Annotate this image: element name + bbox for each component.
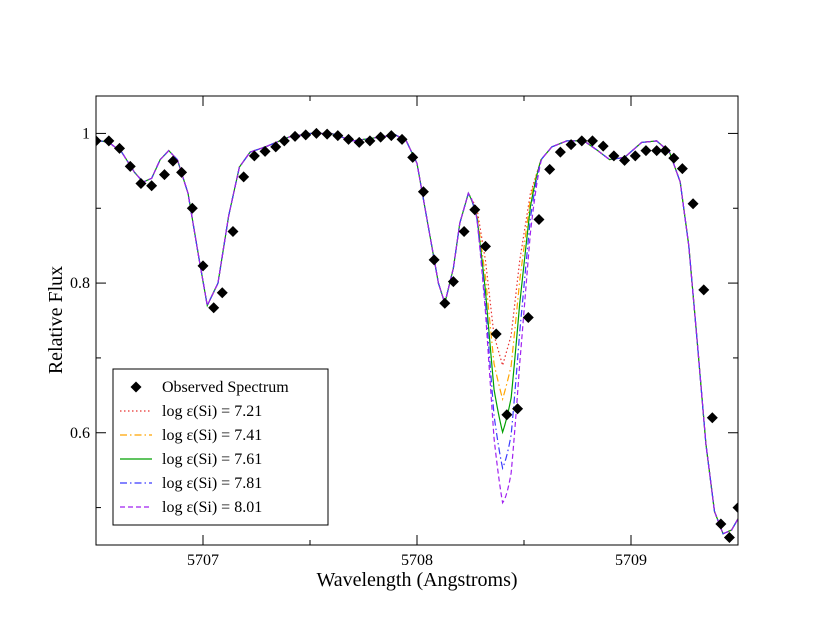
observed-point-35 <box>447 276 459 288</box>
observed-point-14 <box>227 225 239 237</box>
y-tick-label: 0.8 <box>70 275 90 292</box>
observed-point-60 <box>706 412 718 424</box>
observed-point-21 <box>300 129 312 141</box>
observed-point-30 <box>396 133 408 145</box>
observed-point-1 <box>96 135 102 147</box>
observed-point-44 <box>544 163 556 175</box>
legend-box <box>112 368 329 526</box>
observed-point-54 <box>651 145 663 157</box>
observed-point-57 <box>676 163 688 175</box>
series-layer <box>96 132 738 535</box>
legend-label-observed: Observed Spectrum <box>162 379 289 396</box>
observed-point-47 <box>576 135 588 147</box>
observed-point-12 <box>208 302 220 314</box>
observed-point-13 <box>216 287 228 299</box>
observed-point-61 <box>715 518 727 530</box>
observed-point-22 <box>310 127 322 139</box>
observed-point-7 <box>158 169 170 181</box>
observed-point-10 <box>186 202 198 214</box>
observed-point-25 <box>343 133 355 145</box>
observed-point-37 <box>469 204 481 216</box>
observed-point-29 <box>385 130 397 142</box>
observed-point-9 <box>176 166 188 178</box>
observed-point-36 <box>458 225 470 237</box>
observed-point-28 <box>375 131 387 143</box>
legend: Observed Spectrum log ε(Si) = 7.21 log ε(S… <box>112 368 329 526</box>
legend-label-1: log ε(Si) = 7.21 <box>162 403 262 420</box>
observed-point-53 <box>640 145 652 157</box>
axis-ticks: 5707 5708 5709 0.6 0.8 1 <box>70 96 739 569</box>
observed-point-2 <box>103 135 115 147</box>
observed-point-31 <box>407 151 419 163</box>
observed-point-49 <box>597 140 609 152</box>
x-tick-label: 5709 <box>615 552 647 569</box>
observed-point-55 <box>659 145 671 157</box>
observed-point-43 <box>533 213 545 225</box>
observed-point-32 <box>417 186 429 198</box>
legend-label-5: log ε(Si) = 8.01 <box>162 499 262 516</box>
observed-marker-layer <box>96 127 738 544</box>
observed-point-19 <box>278 135 290 147</box>
observed-point-20 <box>289 130 301 142</box>
legend-label-2: log ε(Si) = 7.41 <box>162 427 262 444</box>
observed-point-39 <box>490 328 502 340</box>
observed-point-38 <box>479 240 491 252</box>
observed-point-4 <box>124 160 136 172</box>
observed-point-59 <box>698 284 710 296</box>
x-axis-title: Wavelength (Angstroms) <box>316 569 517 591</box>
observed-point-3 <box>114 142 126 154</box>
legend-entries: Observed Spectrum log ε(Si) = 7.21 log ε(S… <box>120 379 289 516</box>
observed-point-41 <box>512 403 524 415</box>
observed-point-18 <box>270 141 282 153</box>
observed-point-46 <box>565 139 577 151</box>
observed-point-62 <box>723 532 735 544</box>
observed-point-17 <box>259 145 271 157</box>
legend-marker-observed <box>130 381 142 393</box>
observed-point-6 <box>146 180 158 192</box>
observed-point-11 <box>197 260 209 272</box>
y-tick-label: 1 <box>82 125 90 142</box>
observed-point-24 <box>332 130 344 142</box>
observed-point-50 <box>608 150 620 162</box>
observed-point-52 <box>629 150 641 162</box>
observed-point-26 <box>353 136 365 148</box>
observed-point-8 <box>167 155 179 167</box>
series-line-5 <box>96 132 738 535</box>
observed-point-58 <box>687 198 699 210</box>
observed-point-51 <box>619 154 631 166</box>
observed-point-34 <box>439 297 451 309</box>
series-line-4 <box>96 132 738 535</box>
observed-point-23 <box>321 128 333 140</box>
observed-point-27 <box>364 135 376 147</box>
x-tick-label: 5708 <box>401 552 433 569</box>
y-tick-label: 0.6 <box>70 425 90 442</box>
observed-point-45 <box>554 146 566 158</box>
x-tick-label: 5707 <box>187 552 219 569</box>
observed-point-42 <box>522 312 534 324</box>
observed-point-56 <box>668 152 680 164</box>
observed-point-5 <box>135 178 147 190</box>
observed-point-16 <box>248 150 260 162</box>
legend-label-3: log ε(Si) = 7.61 <box>162 451 262 468</box>
observed-point-48 <box>586 135 598 147</box>
legend-label-4: log ε(Si) = 7.81 <box>162 475 262 492</box>
observed-point-15 <box>238 171 250 183</box>
y-axis-title: Relative Flux <box>45 266 67 374</box>
observed-point-33 <box>428 254 440 266</box>
observed-point-40 <box>501 409 513 421</box>
